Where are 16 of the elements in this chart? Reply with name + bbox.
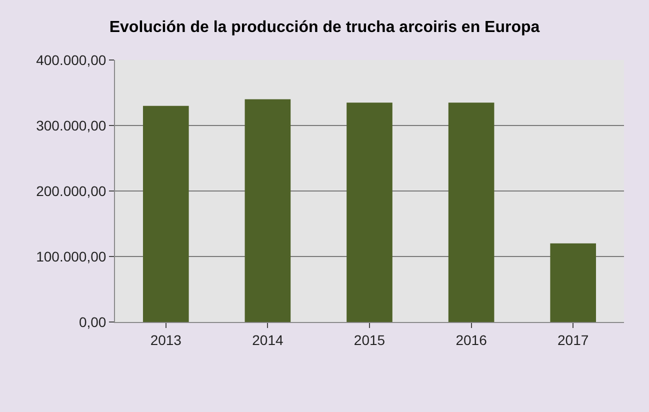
x-tick-label: 2016 <box>456 332 488 348</box>
x-tick-label: 2014 <box>252 332 284 348</box>
x-tick-label: 2017 <box>558 332 589 348</box>
y-tick-label: 300.000,00 <box>36 117 106 134</box>
y-tick-label: 200.000,00 <box>36 182 106 199</box>
chart-title: Evolución de la producción de trucha arcoiris en Europa <box>109 18 540 36</box>
x-tick-label: 2015 <box>354 332 386 348</box>
bar <box>448 102 494 322</box>
y-tick-label: 400.000,00 <box>36 52 106 68</box>
bar <box>142 106 189 322</box>
bar <box>550 243 596 322</box>
bar <box>346 102 392 322</box>
x-tick-label: 2013 <box>150 332 182 348</box>
y-tick-label: 100.000,00 <box>36 248 106 264</box>
y-tick-label: 0,00 <box>78 314 106 330</box>
bar <box>244 99 291 322</box>
